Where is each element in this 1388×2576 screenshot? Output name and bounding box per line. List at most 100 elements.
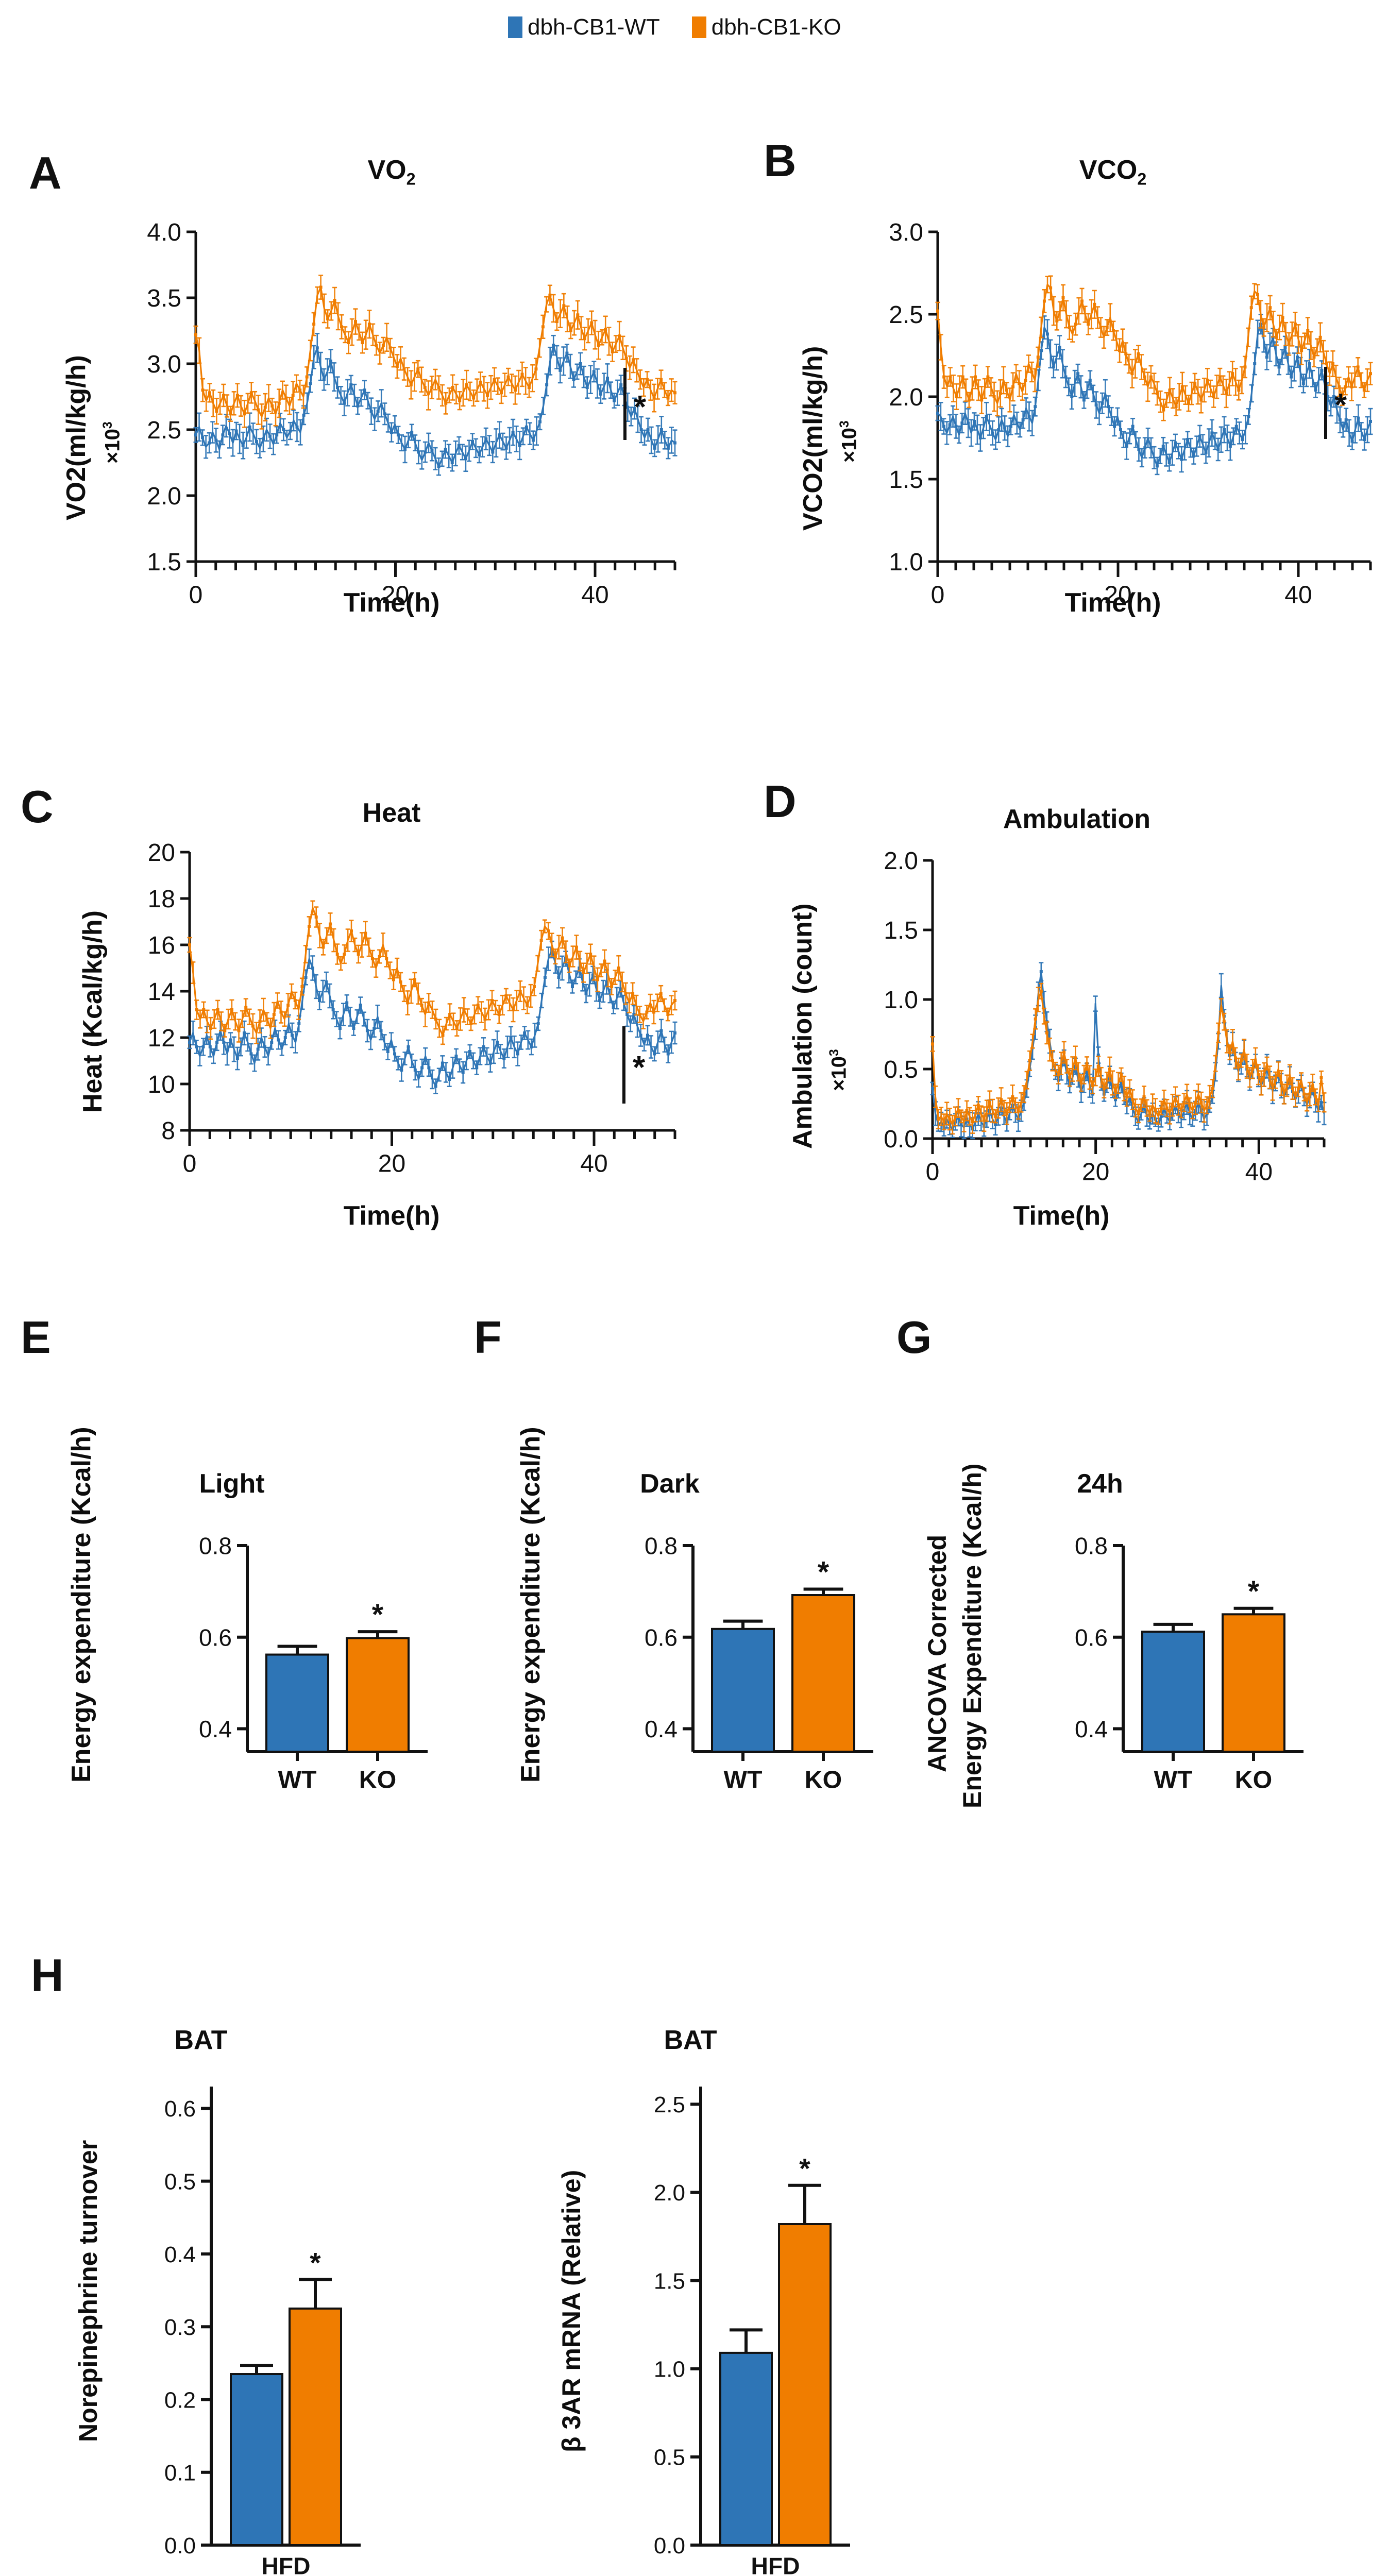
y-axis-label-g-line2: Energy Expenditure (Kcal/h) xyxy=(958,1463,987,1808)
svg-text:*: * xyxy=(818,1555,830,1588)
svg-text:0.2: 0.2 xyxy=(164,2387,196,2413)
x-axis-label-c: Time(h) xyxy=(343,1201,440,1231)
chart-title-f: Dark xyxy=(640,1469,700,1499)
legend-item-wt: dbh-CB1-WT xyxy=(508,14,660,40)
x-axis-label-a: Time(h) xyxy=(343,588,440,618)
svg-text:0.4: 0.4 xyxy=(164,2242,196,2267)
svg-text:10: 10 xyxy=(148,1071,175,1098)
svg-text:0: 0 xyxy=(931,581,945,608)
legend-item-ko: dbh-CB1-KO xyxy=(691,14,841,40)
svg-text:KO: KO xyxy=(1235,1766,1272,1794)
significance-star-b: * xyxy=(1334,387,1347,423)
svg-text:0: 0 xyxy=(926,1158,940,1185)
svg-text:8: 8 xyxy=(161,1117,175,1145)
panel-letter-b: B xyxy=(764,135,797,186)
svg-text:2.5: 2.5 xyxy=(147,417,181,444)
y-axis-label-c: Heat (Kcal/kg/h) xyxy=(78,910,108,1113)
y-axis-sublabel-b: ×103 xyxy=(838,420,861,463)
bar-chart-g: 0.4 0.6 0.8 WT * KO xyxy=(1075,1533,1304,1794)
svg-text:1.0: 1.0 xyxy=(654,2357,685,2382)
svg-text:4.0: 4.0 xyxy=(147,219,181,246)
svg-text:1.5: 1.5 xyxy=(884,917,918,944)
bar-chart-f: 0.4 0.6 0.8 WT * KO xyxy=(645,1533,873,1794)
svg-text:*: * xyxy=(1248,1575,1260,1608)
svg-text:40: 40 xyxy=(581,581,608,608)
line-chart-c: 8 10 12 14 16 18 20 0 20 40 xyxy=(148,842,678,1177)
legend-label-ko: dbh-CB1-KO xyxy=(711,14,841,40)
significance-bar-b xyxy=(1324,367,1327,439)
legend-swatch-wt xyxy=(508,16,522,38)
svg-text:2.5: 2.5 xyxy=(889,301,923,329)
bar-chart-e: 0.4 0.6 0.8 WT * KO xyxy=(199,1533,428,1794)
svg-text:0.0: 0.0 xyxy=(884,1126,918,1153)
y-axis-label-f: Energy expenditure (Kcal/h) xyxy=(516,1427,546,1783)
chart-title-b: VCO2 xyxy=(1079,155,1147,189)
svg-text:40: 40 xyxy=(1284,581,1312,608)
svg-text:0.0: 0.0 xyxy=(164,2533,196,2558)
svg-text:1.5: 1.5 xyxy=(889,466,923,494)
svg-text:0.0: 0.0 xyxy=(654,2533,685,2558)
svg-text:WT: WT xyxy=(1154,1766,1192,1794)
svg-text:0.8: 0.8 xyxy=(199,1533,232,1560)
svg-text:1.0: 1.0 xyxy=(889,549,923,576)
svg-text:WT: WT xyxy=(278,1766,316,1794)
svg-text:16: 16 xyxy=(148,932,175,959)
y-axis-sublabel-d: ×103 xyxy=(827,1049,851,1091)
svg-text:0.8: 0.8 xyxy=(645,1533,678,1560)
chart-title-g: 24h xyxy=(1077,1469,1123,1499)
svg-text:0.6: 0.6 xyxy=(199,1624,232,1651)
svg-text:0.1: 0.1 xyxy=(164,2461,196,2486)
svg-text:0.4: 0.4 xyxy=(1075,1716,1108,1742)
svg-text:HFD: HFD xyxy=(751,2552,800,2576)
svg-text:WT: WT xyxy=(723,1766,762,1794)
y-axis-label-d: Ambulation (count) xyxy=(788,903,818,1149)
figure-legend: dbh-CB1-WT dbh-CB1-KO xyxy=(508,14,841,40)
svg-text:0.6: 0.6 xyxy=(164,2096,196,2122)
svg-text:HFD: HFD xyxy=(262,2552,311,2576)
y-axis-label-h2: β 3AR mRNA (Relative) xyxy=(557,2170,586,2452)
panel-letter-h: H xyxy=(31,1950,64,2001)
significance-star-c: * xyxy=(633,1050,646,1086)
chart-title-a: VO2 xyxy=(367,155,416,189)
svg-text:KO: KO xyxy=(805,1766,842,1794)
svg-text:1.5: 1.5 xyxy=(654,2268,685,2294)
svg-text:18: 18 xyxy=(148,886,175,913)
svg-text:0.6: 0.6 xyxy=(645,1624,678,1651)
svg-text:2.5: 2.5 xyxy=(654,2092,685,2117)
legend-label-wt: dbh-CB1-WT xyxy=(528,14,660,40)
svg-text:1.0: 1.0 xyxy=(884,987,918,1014)
significance-star-a: * xyxy=(634,389,647,425)
significance-bar-a xyxy=(623,368,627,440)
svg-text:3.0: 3.0 xyxy=(889,219,923,246)
line-chart-b: 1.0 1.5 2.0 2.5 3.0 0 20 40 xyxy=(889,219,1373,608)
svg-text:*: * xyxy=(372,1598,384,1631)
y-axis-label-h1: Norepinephrine turnover xyxy=(74,2140,103,2442)
svg-text:0.5: 0.5 xyxy=(884,1056,918,1083)
svg-text:0.4: 0.4 xyxy=(199,1716,232,1742)
svg-text:0.3: 0.3 xyxy=(164,2315,196,2340)
svg-text:0.4: 0.4 xyxy=(645,1716,678,1742)
line-chart-d: 0.0 0.5 1.0 1.5 2.0 0 20 40 xyxy=(884,850,1327,1185)
y-axis-label-b: VCO2(ml/kg/h) xyxy=(798,346,828,531)
svg-text:20: 20 xyxy=(378,1150,405,1177)
svg-text:20: 20 xyxy=(1104,581,1131,608)
svg-text:40: 40 xyxy=(1245,1158,1273,1185)
svg-text:KO: KO xyxy=(359,1766,396,1794)
svg-text:20: 20 xyxy=(382,581,409,608)
svg-text:2.0: 2.0 xyxy=(889,384,923,411)
svg-text:3.0: 3.0 xyxy=(147,351,181,378)
svg-text:2.0: 2.0 xyxy=(147,483,181,510)
svg-text:0: 0 xyxy=(189,581,203,608)
legend-swatch-ko xyxy=(691,16,706,38)
svg-text:20: 20 xyxy=(148,842,175,867)
y-axis-sublabel-a: ×103 xyxy=(101,421,124,464)
svg-text:0.6: 0.6 xyxy=(1075,1624,1108,1651)
panel-letter-a: A xyxy=(29,147,62,198)
panel-letter-g: G xyxy=(896,1312,932,1363)
svg-text:*: * xyxy=(799,2153,810,2184)
panel-letter-e: E xyxy=(21,1312,51,1363)
svg-text:0.5: 0.5 xyxy=(164,2169,196,2194)
svg-text:0: 0 xyxy=(183,1150,197,1177)
svg-text:2.0: 2.0 xyxy=(654,2180,685,2206)
svg-text:0.5: 0.5 xyxy=(654,2445,685,2470)
